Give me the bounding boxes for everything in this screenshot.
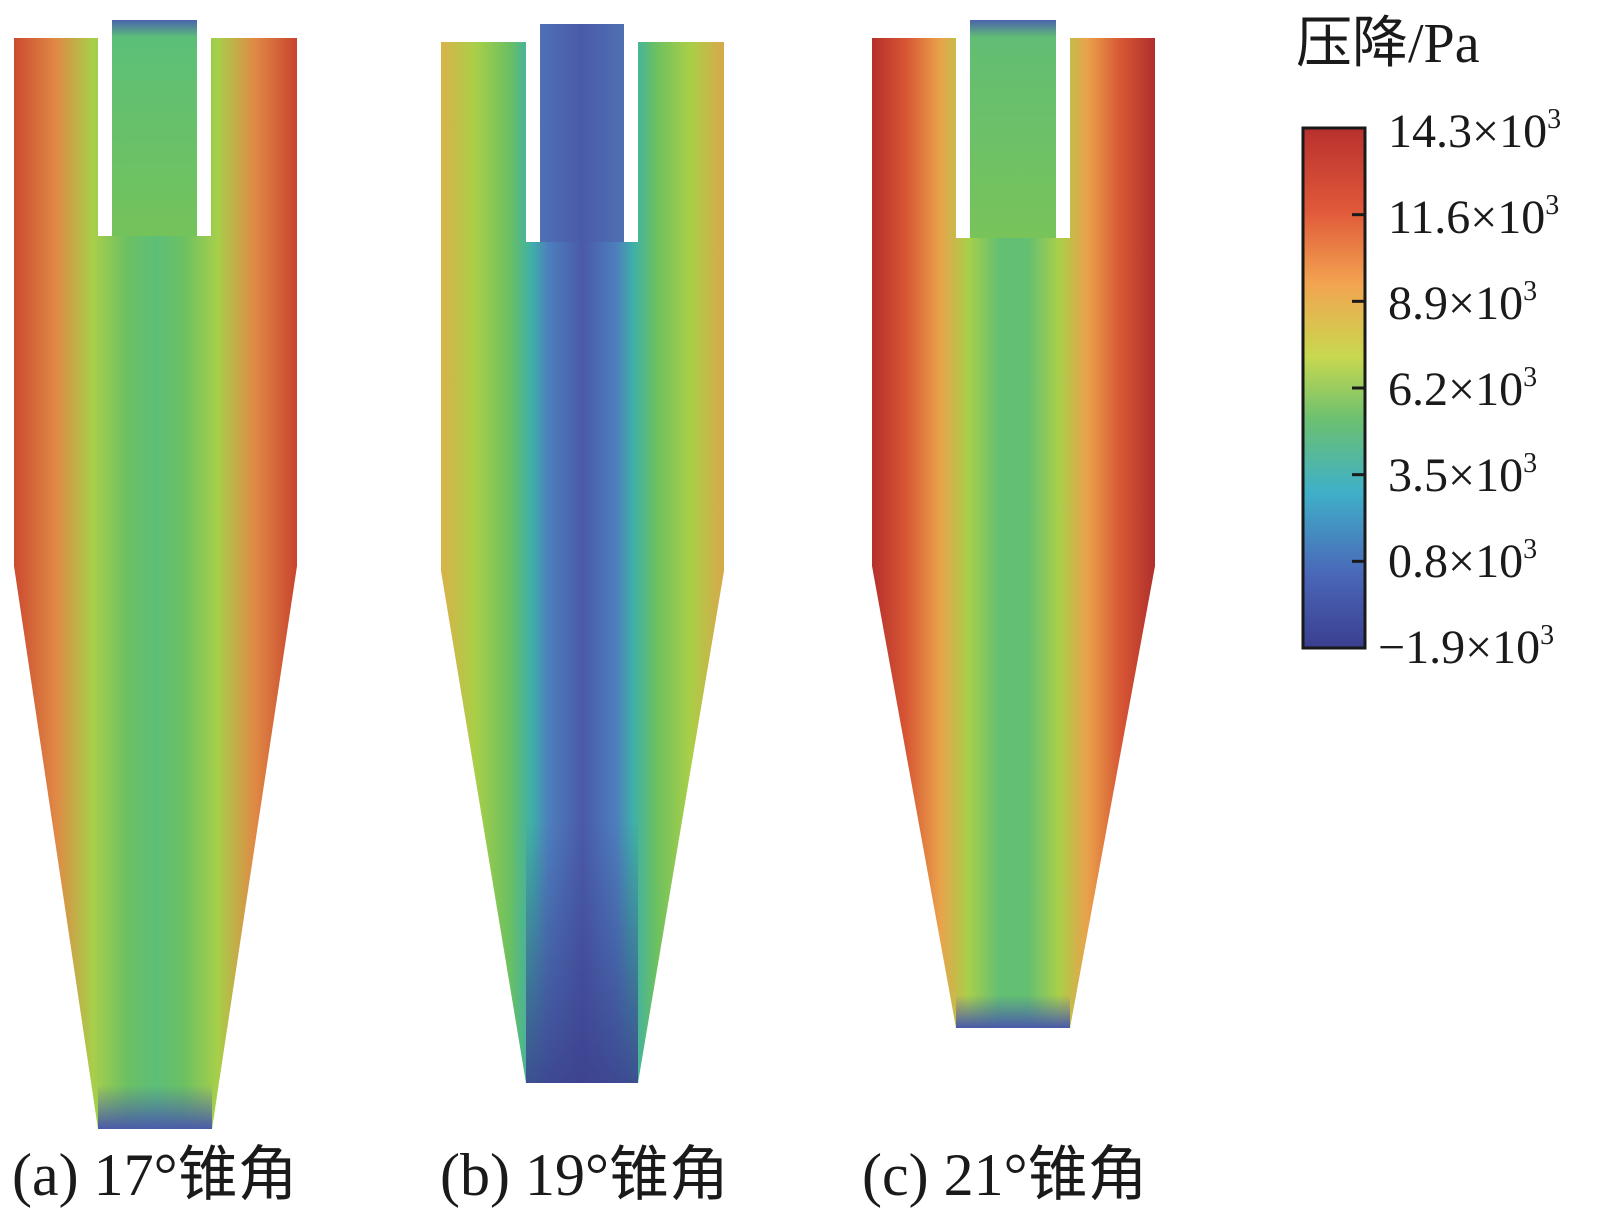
panel-a-body	[14, 38, 297, 1129]
panel-a-gap-left	[98, 38, 112, 236]
tick-label: 11.6×103	[1388, 190, 1560, 244]
caption-panel-c: (c) 21°锥角	[862, 1142, 1148, 1208]
panel-c-cyclone	[872, 20, 1155, 1028]
caption-panel-b: (b) 19°锥角	[440, 1142, 729, 1208]
panel-b-gap-right	[624, 42, 638, 242]
tick-label: 3.5×103	[1388, 448, 1538, 502]
panel-a-gap-right	[197, 38, 211, 236]
legend-title: 压降/Pa	[1296, 13, 1480, 75]
tick-label: 6.2×103	[1388, 362, 1538, 416]
panel-b-body	[441, 42, 724, 1083]
panel-b-bottom-core	[526, 820, 638, 1083]
panel-b-vortex-finder	[540, 24, 624, 242]
tick-label: 8.9×103	[1388, 276, 1538, 330]
legend-colorbar	[1301, 126, 1367, 650]
colorbar-ticks	[1352, 126, 1365, 650]
panel-c-gap-left	[956, 38, 970, 238]
panel-a-bottom-outlet	[98, 1085, 212, 1129]
panel-c-vortex-finder	[970, 20, 1056, 238]
panel-c-bottom-outlet	[956, 995, 1070, 1028]
panel-b-gap-left	[526, 42, 540, 242]
caption-panel-a: (a) 17°锥角	[12, 1142, 298, 1208]
tick-label: 0.8×103	[1388, 534, 1538, 588]
panel-b-cyclone	[441, 24, 724, 1083]
panel-a-vortex-finder	[112, 20, 197, 236]
tick-label: −1.9×103	[1378, 620, 1555, 674]
panel-a-cyclone	[14, 20, 297, 1129]
panel-c-gap-right	[1056, 38, 1070, 238]
panel-c-body	[872, 38, 1155, 1028]
tick-label: 14.3×103	[1388, 104, 1562, 158]
